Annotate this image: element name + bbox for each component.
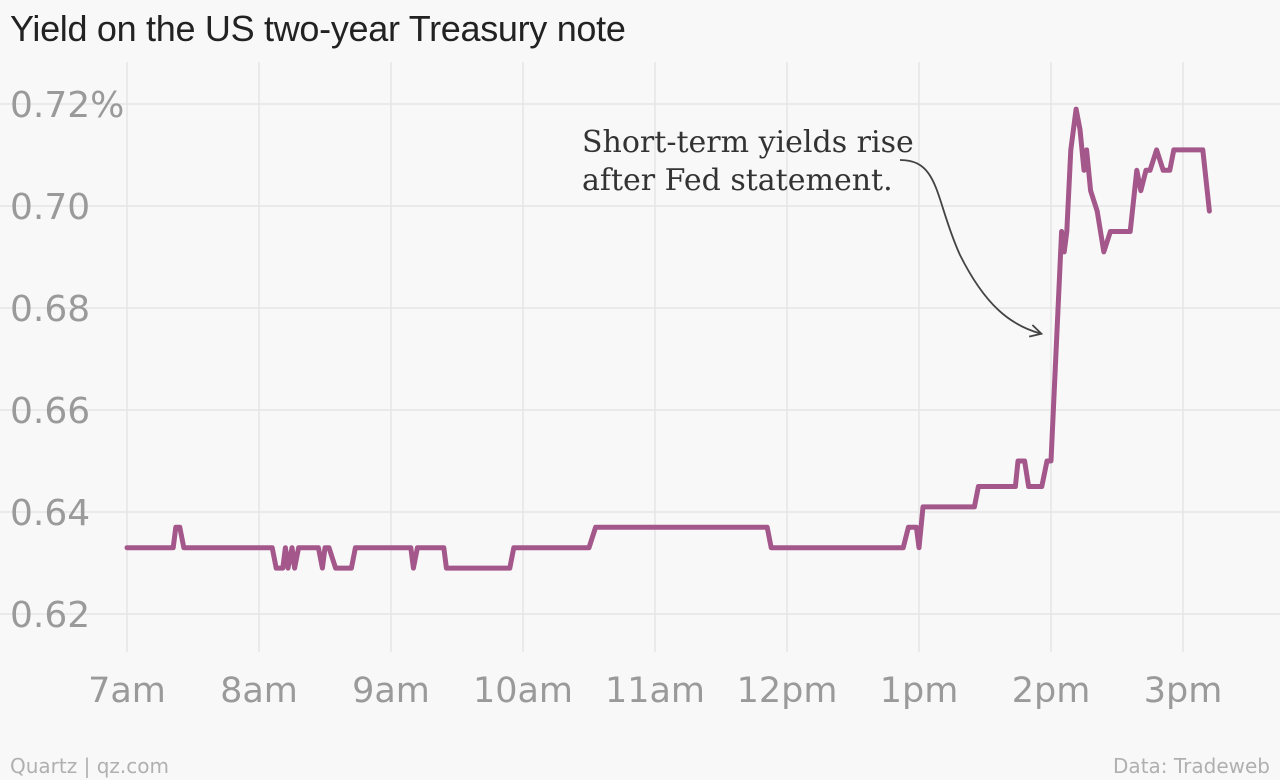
x-tick-label: 8am bbox=[220, 671, 298, 711]
x-tick-label: 10am bbox=[473, 671, 573, 711]
y-tick-label: 0.66 bbox=[10, 391, 90, 432]
x-tick-label: 11am bbox=[605, 671, 705, 711]
grid-lines bbox=[0, 62, 1280, 652]
x-tick-label: 9am bbox=[352, 671, 430, 711]
annotation-arrow bbox=[899, 159, 1044, 338]
y-tick-label: 0.72% bbox=[10, 85, 124, 126]
annotation-text: after Fed statement. bbox=[582, 163, 893, 198]
x-tick-label: 3pm bbox=[1144, 671, 1223, 711]
source-credit: Quartz | qz.com bbox=[10, 754, 169, 778]
series-group bbox=[124, 106, 1212, 571]
annotation-text: Short-term yields rise bbox=[582, 125, 914, 160]
x-tick-label: 2pm bbox=[1012, 671, 1091, 711]
x-tick-label: 1pm bbox=[880, 671, 959, 711]
y-tick-label: 0.64 bbox=[10, 493, 90, 534]
y-tick-label: 0.70 bbox=[10, 187, 90, 228]
y-tick-label: 0.62 bbox=[10, 595, 90, 636]
x-axis-ticks: 7am 8am 9am 10am 11am 12pm 1pm 2pm 3pm bbox=[88, 671, 1222, 711]
data-source: Data: Tradeweb bbox=[1113, 754, 1270, 778]
x-tick-label: 7am bbox=[88, 671, 166, 711]
x-tick-label: 12pm bbox=[737, 671, 838, 711]
y-tick-label: 0.68 bbox=[10, 289, 90, 330]
yield-series-line bbox=[124, 106, 1212, 571]
chart-title: Yield on the US two-year Treasury note bbox=[10, 8, 626, 49]
y-axis-ticks: 0.72% 0.70 0.68 0.66 0.64 0.62 bbox=[10, 85, 124, 636]
